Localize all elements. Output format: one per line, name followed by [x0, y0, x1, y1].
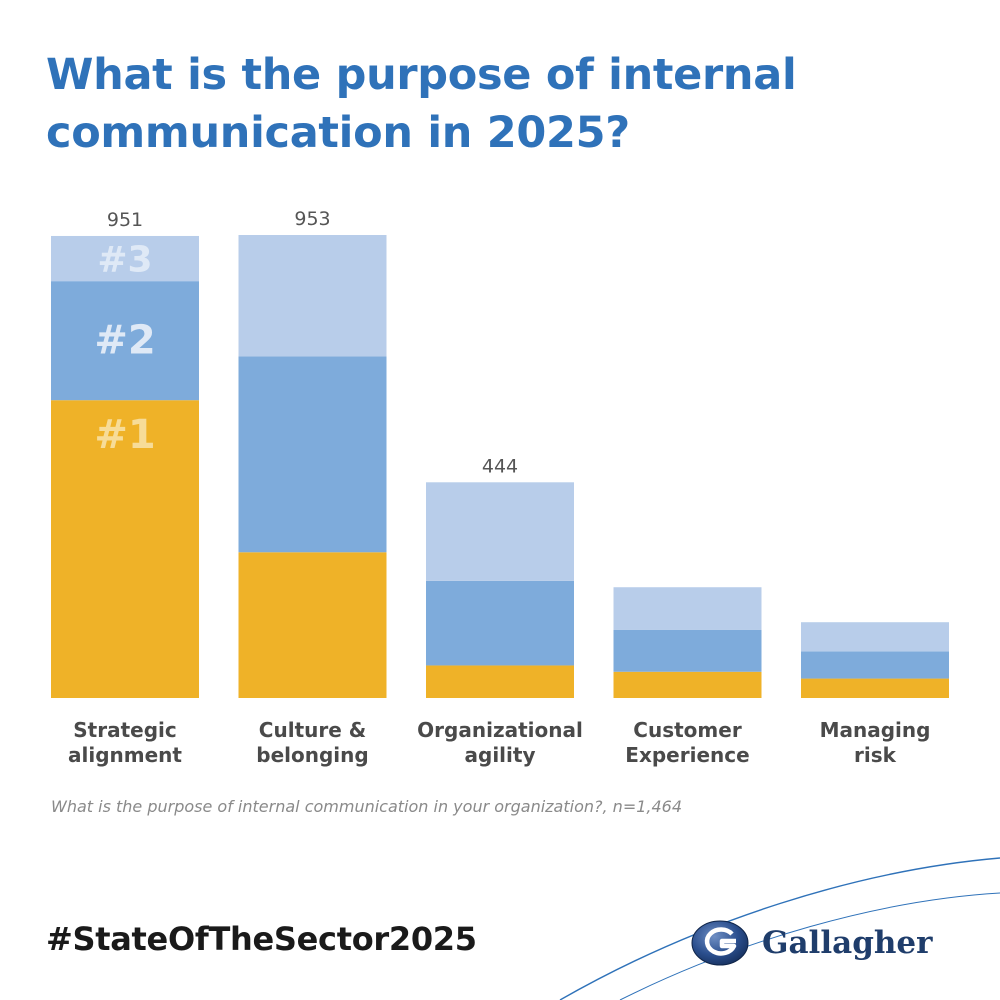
bar-segment: [238, 356, 387, 553]
bar-segment: [426, 580, 574, 666]
bar-segment: [51, 281, 199, 401]
bar-segment: [801, 678, 949, 698]
category-label: Strategic: [73, 718, 176, 742]
category-label: agility: [465, 743, 536, 767]
bar-segment: [426, 665, 574, 698]
category-label: Managing: [820, 718, 931, 742]
bar-segment: [238, 235, 387, 357]
bar-segment: [613, 587, 762, 630]
bar-segment: [238, 552, 387, 698]
category-label: Experience: [625, 743, 749, 767]
series-label: #2: [94, 318, 155, 364]
bar-segment: [51, 235, 199, 282]
category-label: belonging: [256, 743, 368, 767]
series-label: #1: [94, 412, 155, 458]
bar-total-label: 951: [107, 209, 143, 231]
category-label: alignment: [68, 743, 182, 767]
bar-total-label: 953: [294, 208, 330, 230]
series-label: #3: [97, 240, 152, 281]
brand-name: Gallagher: [762, 925, 933, 961]
gallagher-globe-icon: [691, 920, 749, 966]
category-label: Customer: [633, 718, 742, 742]
bar-segment: [801, 622, 949, 652]
bar-segment: [613, 629, 762, 672]
category-label: risk: [854, 743, 897, 767]
category-label: Organizational: [417, 718, 583, 742]
bar-segment: [613, 671, 762, 698]
page-title: What is the purpose of internal communic…: [46, 50, 797, 158]
brand-logo: Gallagher: [690, 918, 932, 968]
category-label: Culture &: [259, 718, 366, 742]
bar-total-label: 444: [482, 455, 518, 477]
bar-segment: [51, 400, 199, 698]
bar-segment: [801, 651, 949, 679]
hashtag: #StateOfTheSector2025: [46, 920, 477, 958]
chart-caption: What is the purpose of internal communic…: [51, 797, 683, 816]
bar-segment: [426, 482, 574, 581]
